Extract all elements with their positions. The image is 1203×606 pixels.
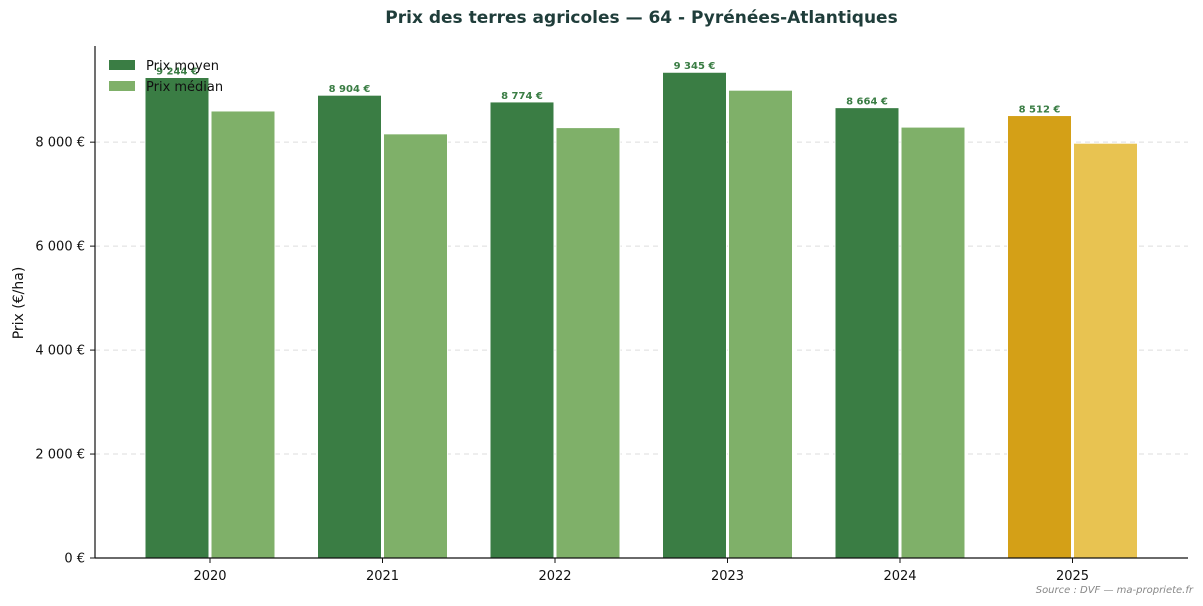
bar-prix-median-2023 [728, 89, 793, 559]
data-label-2020: 9 244 € [156, 66, 198, 77]
x-tick-label: 2025 [1056, 569, 1089, 584]
legend-swatch [109, 60, 135, 70]
bar-prix-moyen-2021 [317, 94, 382, 559]
data-label-2024: 8 664 € [846, 97, 888, 108]
bar-prix-moyen-2025 [1007, 115, 1072, 559]
y-tick-label: 2 000 € [35, 448, 85, 463]
bar-prix-median-2024 [900, 126, 966, 559]
axes: 0 € 2 000 € 4 000 € 6 000 € 8 000 € 2020 2021 2… [35, 46, 1188, 584]
y-tick-label: 6 000 € [35, 240, 85, 255]
data-label-2025: 8 512 € [1019, 105, 1061, 116]
bars [144, 71, 1138, 559]
legend-swatch [109, 81, 135, 91]
bar-prix-median-2021 [383, 133, 448, 559]
grid-lines [95, 141, 1188, 455]
bar-prix-moyen-2023 [662, 71, 727, 559]
data-label-2021: 8 904 € [329, 84, 371, 95]
bar-prix-moyen-2022 [489, 101, 555, 559]
y-tick-label: 4 000 € [35, 344, 85, 359]
x-tick-label: 2024 [883, 569, 916, 584]
data-label-2023: 9 345 € [674, 61, 716, 72]
x-tick-label: 2021 [366, 569, 399, 584]
data-label-2022: 8 774 € [501, 91, 543, 102]
data-labels: 9 244 € 8 904 € 8 774 € 9 345 € 8 664 € 8 512… [156, 61, 1060, 115]
legend-label: Prix moyen [146, 59, 219, 74]
x-tick-label: 2020 [193, 569, 226, 584]
source-note: Source : DVF — ma-propriete.fr [1035, 585, 1193, 596]
chart-title: Prix des terres agricoles — 64 - Pyrénée… [385, 8, 898, 28]
legend-label: Prix médian [146, 80, 223, 95]
bar-prix-median-2022 [555, 127, 621, 559]
bar-prix-median-2020 [210, 110, 276, 559]
bar-prix-moyen-2020 [144, 76, 210, 559]
bar-prix-moyen-2024 [834, 107, 900, 559]
y-axis-title: Prix (€/ha) [11, 267, 27, 340]
y-tick-label: 8 000 € [35, 136, 85, 151]
y-tick-label: 0 € [64, 552, 85, 567]
bar-prix-median-2025 [1073, 142, 1138, 559]
x-tick-label: 2023 [711, 569, 744, 584]
x-tick-label: 2022 [538, 569, 571, 584]
legend: Prix moyen Prix médian [109, 59, 223, 95]
